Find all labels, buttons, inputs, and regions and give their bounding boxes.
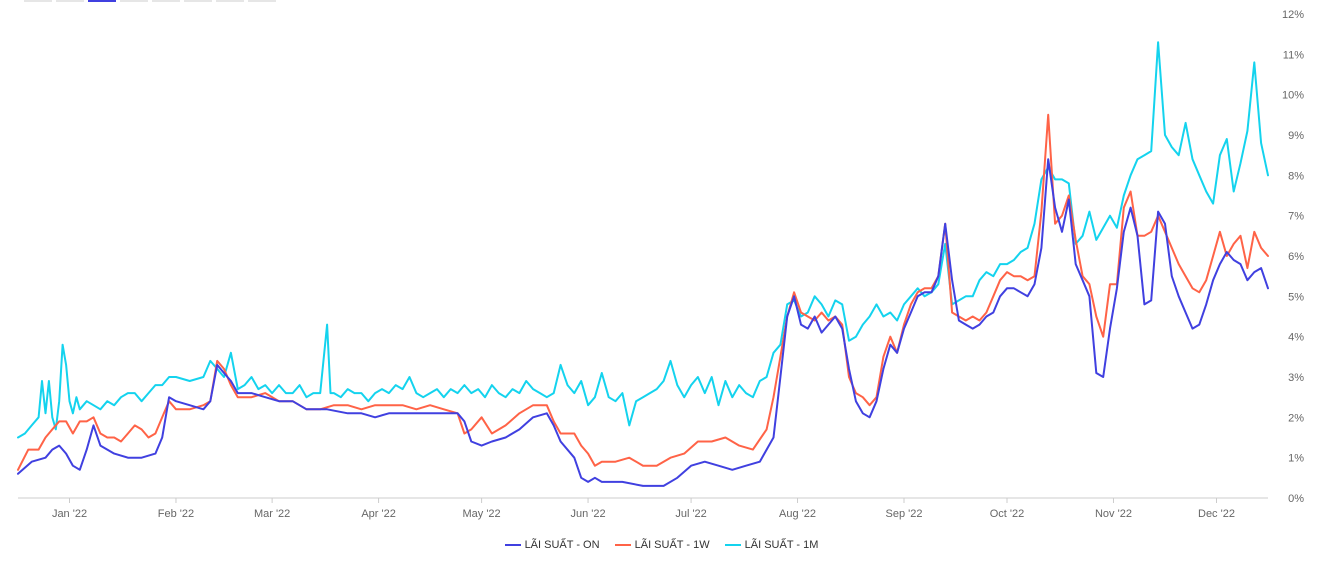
y-tick-label: 8% xyxy=(1288,170,1304,182)
y-tick-label: 10% xyxy=(1282,90,1304,102)
legend-label-1m: LÃI SUẤT - 1M xyxy=(744,539,819,551)
series-line-m1[interactable] xyxy=(17,41,1269,439)
x-tick-label: Jan '22 xyxy=(52,508,87,520)
x-tick-label: Apr '22 xyxy=(361,508,396,520)
x-tick-label: May '22 xyxy=(463,508,501,520)
range-button[interactable] xyxy=(216,0,244,2)
x-tick-label: Aug '22 xyxy=(779,508,816,520)
y-tick-label: 12% xyxy=(1282,9,1304,21)
series-line-on[interactable] xyxy=(17,158,1269,487)
y-tick-label: 9% xyxy=(1288,130,1304,142)
line-chart: 0% 1% 2% 3% 4% 5% 6% 7% 8% 9% 10% 11% 12% Jan '22 Feb… xyxy=(17,9,1304,520)
y-tick-label: 0% xyxy=(1288,493,1304,505)
y-tick-label: 11% xyxy=(1283,49,1304,61)
legend-item-on[interactable]: LÃI SUẤT - ON xyxy=(504,539,600,551)
x-tick-label: Mar '22 xyxy=(254,508,290,520)
x-tick-label: Sep '22 xyxy=(886,508,923,520)
range-button[interactable] xyxy=(24,0,52,2)
range-button[interactable] xyxy=(248,0,276,2)
series-lines xyxy=(17,41,1269,487)
range-button[interactable] xyxy=(184,0,212,2)
x-tick-label: Jun '22 xyxy=(570,508,605,520)
series-line-w1[interactable] xyxy=(17,113,1269,471)
y-tick-label: 4% xyxy=(1288,332,1304,344)
y-tick-label: 5% xyxy=(1288,291,1304,303)
x-tick-label: Oct '22 xyxy=(990,508,1025,520)
range-button[interactable] xyxy=(56,0,84,2)
y-tick-label: 7% xyxy=(1288,211,1304,223)
range-selector xyxy=(24,0,276,2)
legend-swatch-on xyxy=(504,544,521,546)
x-tick-label: Nov '22 xyxy=(1095,508,1132,520)
range-button[interactable] xyxy=(152,0,180,2)
y-tick-label: 6% xyxy=(1288,251,1304,263)
x-tick-label: Feb '22 xyxy=(158,508,194,520)
x-axis: Jan '22 Feb '22 Mar '22 Apr '22 May '22 Jun '… xyxy=(52,498,1235,520)
y-tick-label: 3% xyxy=(1288,372,1304,384)
x-tick-label: Jul '22 xyxy=(675,508,706,520)
range-button[interactable] xyxy=(120,0,148,2)
y-axis: 0% 1% 2% 3% 4% 5% 6% 7% 8% 9% 10% 11% 12% xyxy=(1282,9,1304,505)
y-tick-label: 2% xyxy=(1288,412,1304,424)
legend-label-1w: LÃI SUẤT - 1W xyxy=(634,539,710,551)
legend-item-1w[interactable]: LÃI SUẤT - 1W xyxy=(614,539,710,551)
x-tick-label: Dec '22 xyxy=(1198,508,1235,520)
legend: LÃI SUẤT - ON LÃI SUẤT - 1W LÃI SUẤT - 1… xyxy=(0,537,1323,551)
legend-label-on: LÃI SUẤT - ON xyxy=(524,539,600,551)
legend-swatch-1w xyxy=(614,544,631,546)
range-button-active[interactable] xyxy=(88,0,116,2)
legend-swatch-1m xyxy=(724,544,741,546)
y-tick-label: 1% xyxy=(1288,453,1304,465)
legend-item-1m[interactable]: LÃI SUẤT - 1M xyxy=(724,539,819,551)
